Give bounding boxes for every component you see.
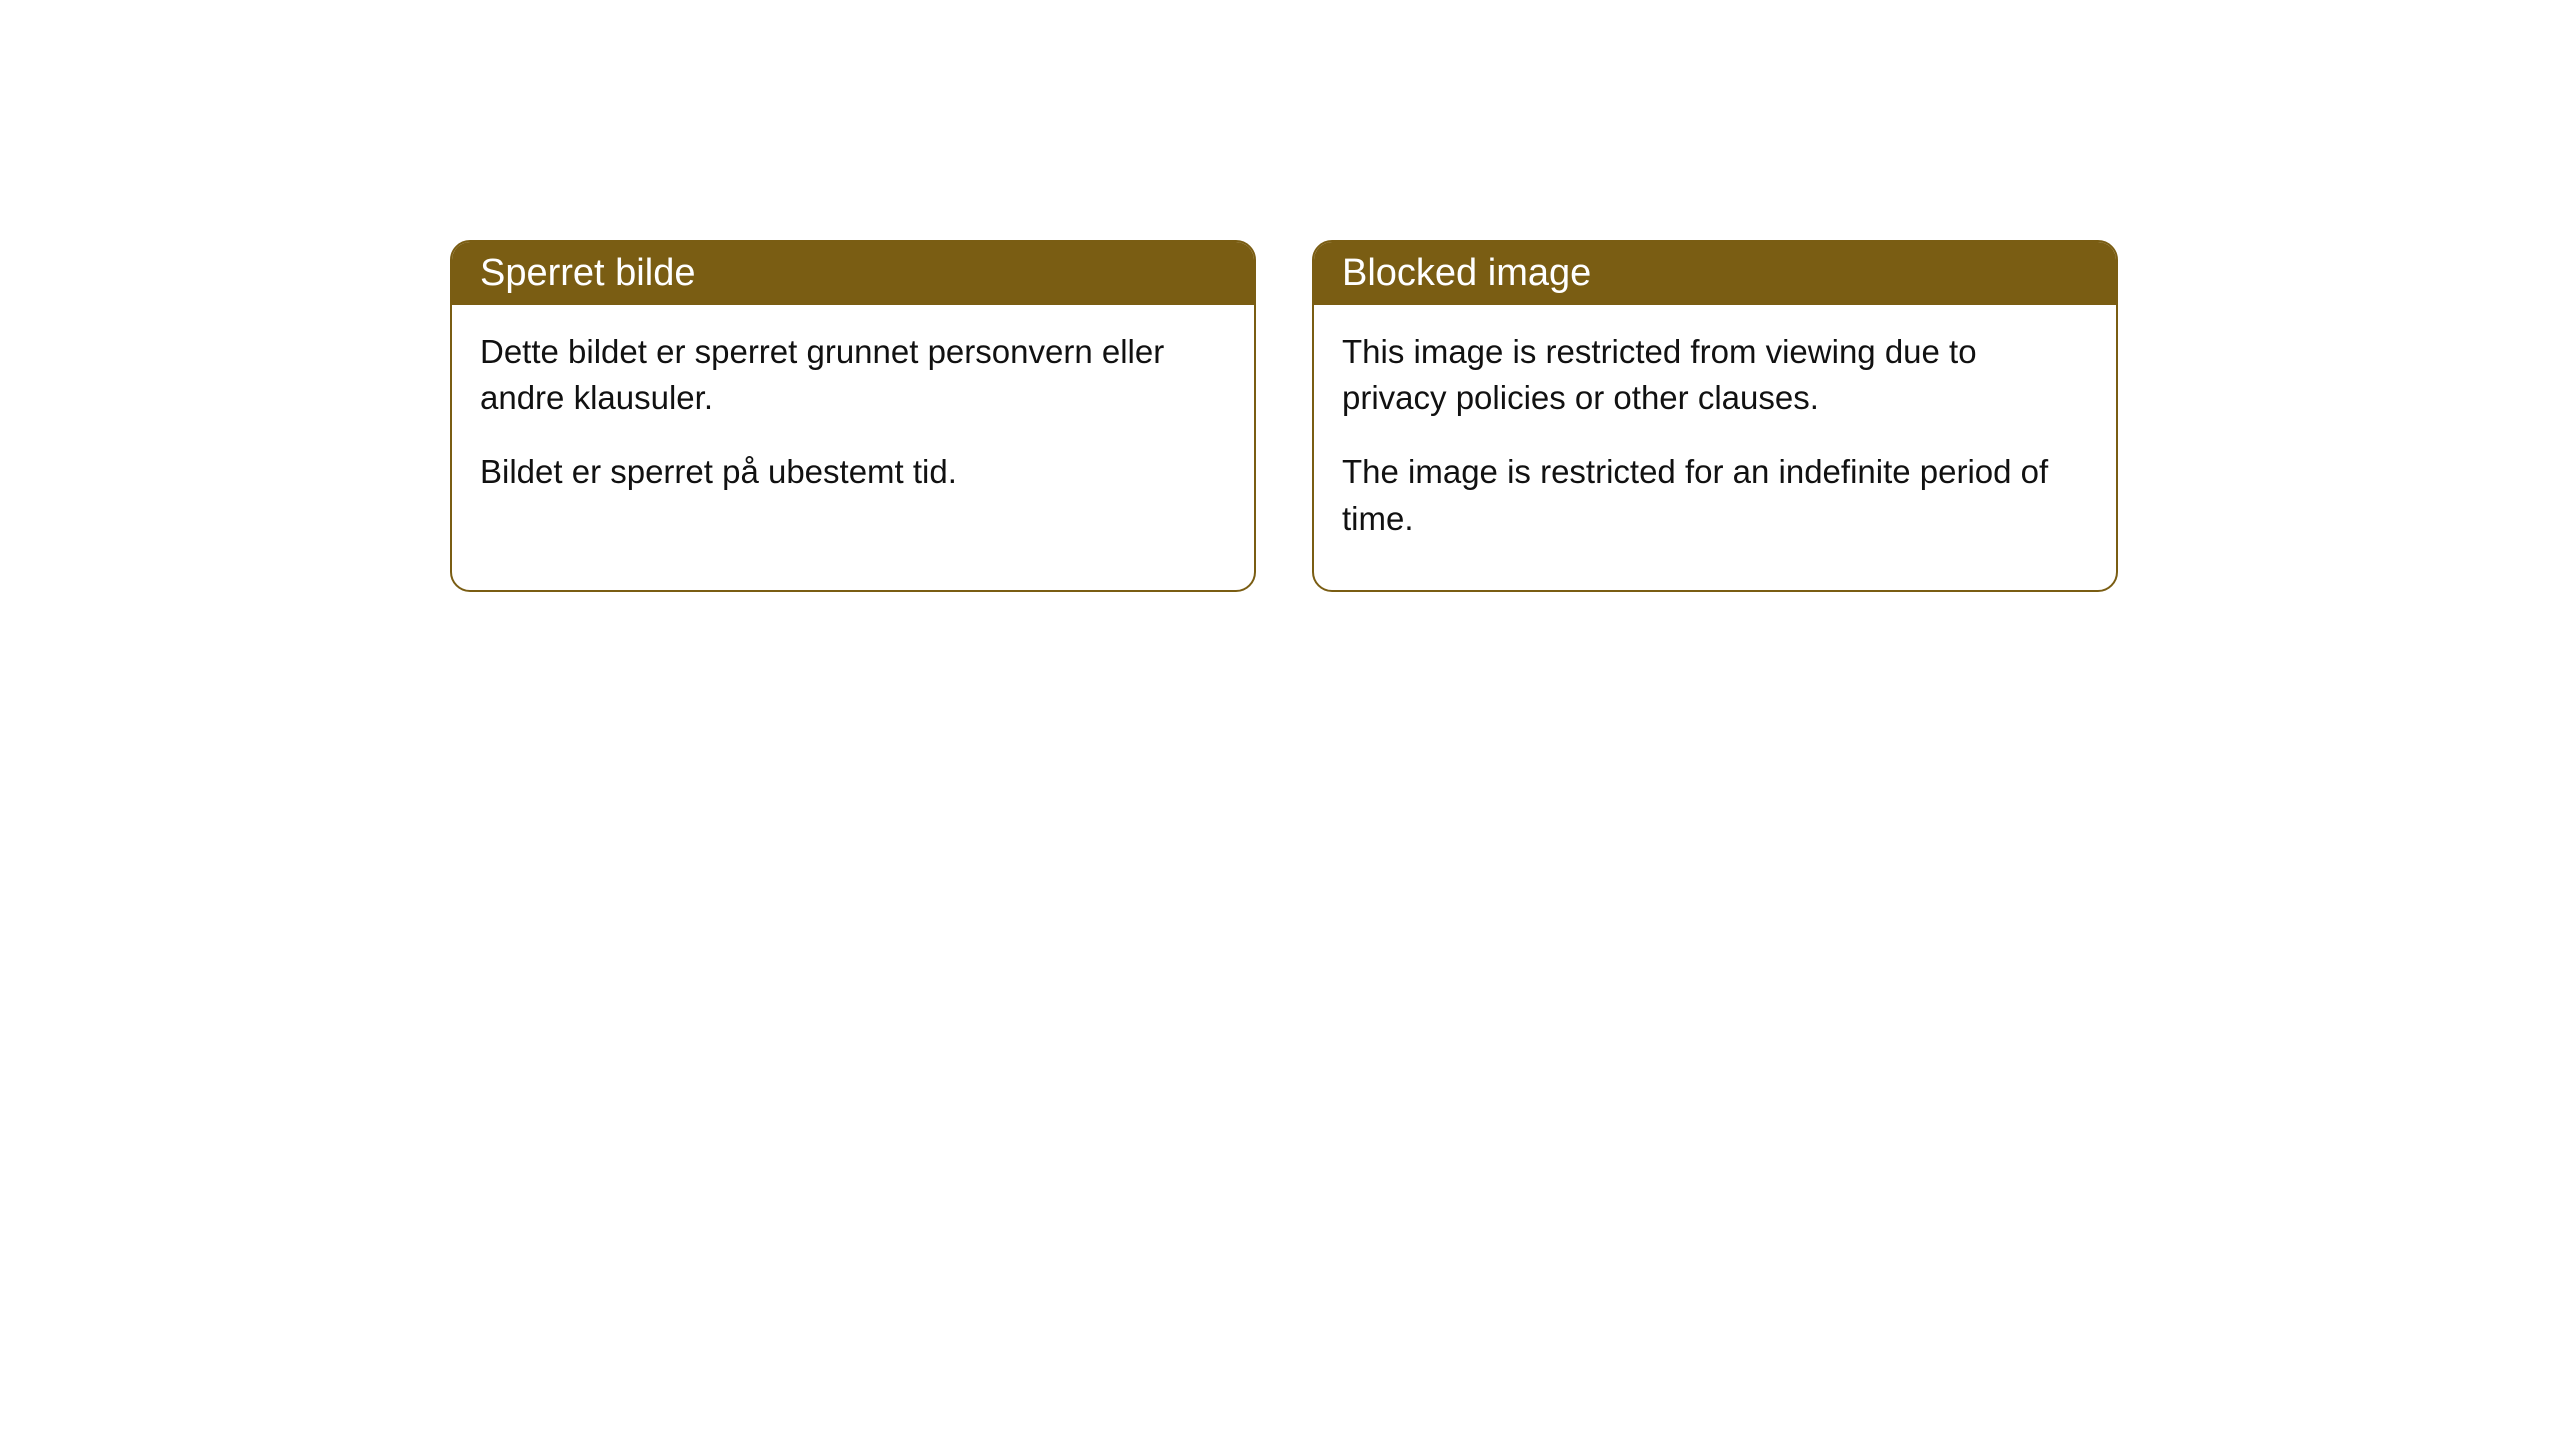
notice-text-reason-no: Dette bildet er sperret grunnet personve… bbox=[480, 329, 1226, 421]
notice-header-english: Blocked image bbox=[1314, 242, 2116, 305]
notice-text-duration-en: The image is restricted for an indefinit… bbox=[1342, 449, 2088, 541]
notice-card-norwegian: Sperret bilde Dette bildet er sperret gr… bbox=[450, 240, 1256, 592]
notice-text-reason-en: This image is restricted from viewing du… bbox=[1342, 329, 2088, 421]
notice-text-duration-no: Bildet er sperret på ubestemt tid. bbox=[480, 449, 1226, 495]
notice-cards-container: Sperret bilde Dette bildet er sperret gr… bbox=[450, 240, 2118, 592]
notice-card-english: Blocked image This image is restricted f… bbox=[1312, 240, 2118, 592]
notice-header-norwegian: Sperret bilde bbox=[452, 242, 1254, 305]
notice-body-english: This image is restricted from viewing du… bbox=[1314, 305, 2116, 590]
notice-body-norwegian: Dette bildet er sperret grunnet personve… bbox=[452, 305, 1254, 544]
